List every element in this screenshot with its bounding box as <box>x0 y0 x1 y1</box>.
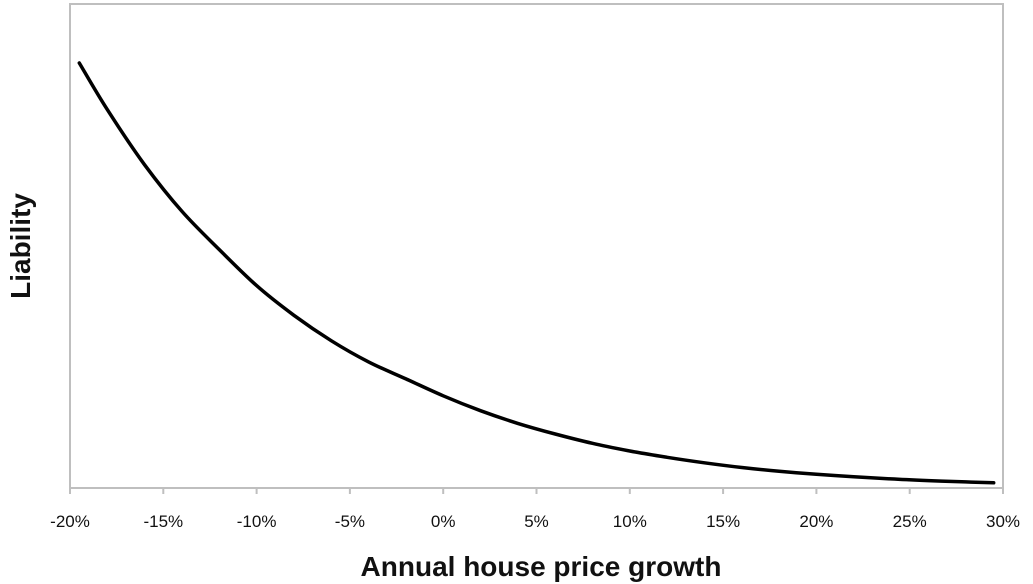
x-tick-label: -5% <box>335 512 365 531</box>
series-line <box>77 61 996 485</box>
x-tick-label: 5% <box>524 512 549 531</box>
x-tick-label: 20% <box>799 512 833 531</box>
plot-area-frame <box>69 3 1004 489</box>
x-tick-label: 15% <box>706 512 740 531</box>
x-axis-title: Annual house price growth <box>361 551 722 582</box>
x-tick-label: -20% <box>50 512 90 531</box>
x-axis-tick-labels: -20% -15% -10% -5% 0% 5% 10% 15% 20% 25% 30% <box>50 512 1020 531</box>
x-axis-ticks <box>69 488 1004 494</box>
x-tick-label: -10% <box>237 512 277 531</box>
y-axis-title: Liability <box>5 193 36 299</box>
x-tick-label: 30% <box>986 512 1020 531</box>
x-tick-label: 0% <box>431 512 456 531</box>
x-tick-label: 10% <box>613 512 647 531</box>
x-tick-label: 25% <box>893 512 927 531</box>
x-tick-label: -15% <box>143 512 183 531</box>
